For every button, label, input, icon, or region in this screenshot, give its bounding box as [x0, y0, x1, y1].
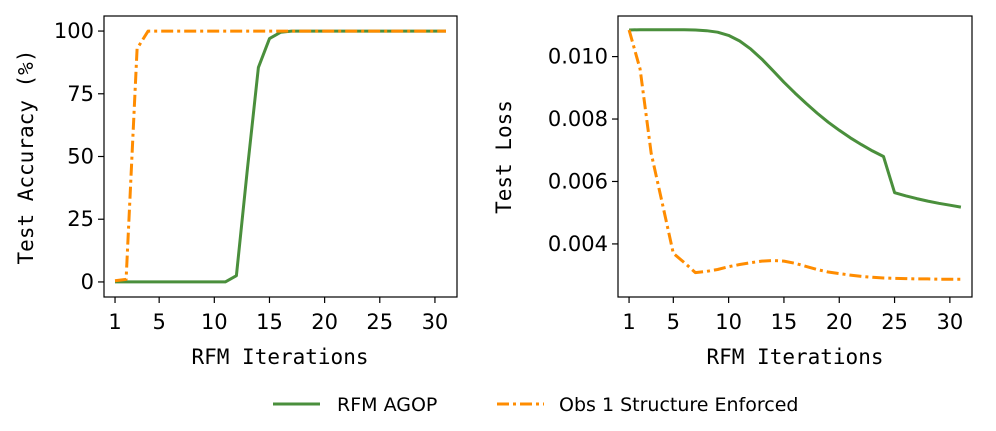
loss-xtick-label: 1: [622, 310, 635, 334]
loss-yticks: 0.004 0.006 0.008 0.010: [548, 45, 618, 256]
loss-ytick-label: 0.008: [548, 107, 608, 131]
loss-series-layer: [627, 28, 962, 281]
loss-ytick-label: 0.010: [548, 45, 608, 69]
loss-xtick-label: 25: [881, 310, 908, 334]
loss-plot-frame: [617, 15, 973, 298]
legend: RFM AGOP Obs 1 Structure Enforced: [273, 394, 798, 416]
loss-series-rfm-agop: [629, 28, 962, 209]
accuracy-yticks: 0 25 50 75 100: [54, 19, 104, 294]
loss-xtick-label: 30: [937, 310, 964, 334]
accuracy-ytick-label: 50: [67, 145, 94, 169]
accuracy-xtick-label: 15: [256, 310, 283, 334]
accuracy-xlabel: RFM Iterations: [191, 345, 368, 369]
loss-xtick-label: 15: [771, 310, 798, 334]
accuracy-ytick-label: 25: [67, 207, 94, 231]
legend-obs-label: Obs 1 Structure Enforced: [559, 394, 798, 416]
loss-xticks: 1 5 10 15 20 25 30: [622, 297, 963, 334]
accuracy-xtick-label: 30: [422, 310, 449, 334]
accuracy-plot-frame: [103, 15, 458, 298]
accuracy-xtick-label: 10: [201, 310, 228, 334]
loss-ytick-label: 0.006: [548, 169, 608, 193]
accuracy-series-layer: [114, 29, 446, 284]
accuracy-series-obs1-structure: [114, 29, 446, 283]
accuracy-ytick-label: 75: [67, 82, 94, 106]
loss-xtick-label: 10: [715, 310, 742, 334]
accuracy-xtick-label: 1: [108, 310, 121, 334]
loss-ytick-label: 0.004: [548, 232, 608, 256]
loss-xtick-label: 5: [667, 310, 680, 334]
accuracy-ytick-label: 0: [81, 270, 94, 294]
accuracy-ylabel: Test Accuracy (%): [14, 50, 38, 265]
loss-ylabel: Test Loss: [492, 100, 516, 214]
accuracy-ytick-label: 100: [54, 19, 94, 43]
loss-xlabel: RFM Iterations: [706, 345, 883, 369]
accuracy-xtick-label: 5: [152, 310, 165, 334]
accuracy-xticks: 1 5 10 15 20 25 30: [108, 297, 448, 334]
loss-xtick-label: 20: [826, 310, 853, 334]
accuracy-xtick-label: 25: [366, 310, 393, 334]
accuracy-xtick-label: 20: [311, 310, 338, 334]
loss-series-obs1-structure: [627, 29, 961, 281]
accuracy-series-rfm-agop: [115, 29, 446, 284]
legend-rfm-label: RFM AGOP: [337, 394, 437, 416]
